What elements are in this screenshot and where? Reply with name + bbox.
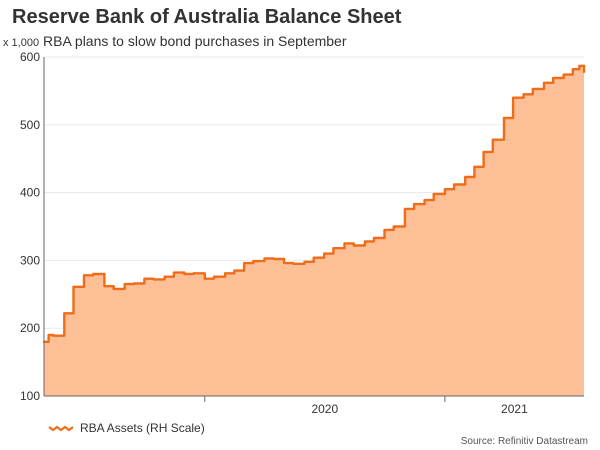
- y-tick-label: 300: [20, 253, 40, 267]
- x-tick-label: 2020: [311, 402, 338, 416]
- y-tick-label: 100: [20, 389, 40, 403]
- y-tick-label: 200: [20, 321, 40, 335]
- legend: RBA Assets (RH Scale): [48, 421, 205, 435]
- chart-title: Reserve Bank of Australia Balance Sheet: [12, 6, 402, 28]
- legend-line-icon: [48, 425, 74, 432]
- source-note: Source: Refinitiv Datastream: [460, 436, 588, 447]
- x-tick-label: 2021: [501, 402, 528, 416]
- series-area-fill: [44, 65, 584, 397]
- y-tick-label: 400: [20, 186, 40, 200]
- y-tick-label: 600: [20, 50, 40, 64]
- chart-subtitle: RBA plans to slow bond purchases in Sept…: [43, 33, 347, 49]
- y-axis-unit-label: x 1,000: [3, 37, 40, 49]
- y-tick-label: 500: [20, 118, 40, 132]
- legend-label: RBA Assets (RH Scale): [80, 421, 205, 435]
- series-line: [42, 64, 586, 343]
